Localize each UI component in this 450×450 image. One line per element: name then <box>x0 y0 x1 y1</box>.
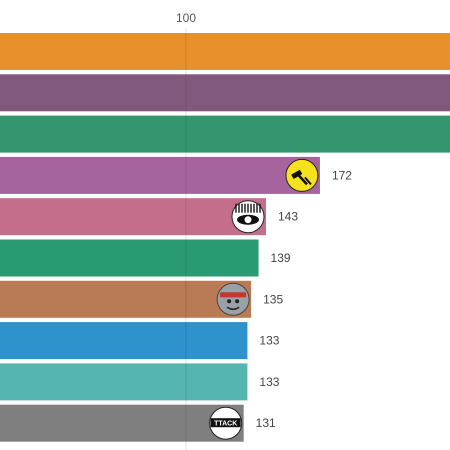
bar-7 <box>0 280 252 318</box>
value-label-5: 143 <box>278 210 298 224</box>
value-label-7: 135 <box>263 292 283 306</box>
warrior-logo-icon <box>216 282 250 316</box>
x-tick-label-100: 100 <box>176 11 196 25</box>
bar-2 <box>0 74 450 112</box>
bar-6 <box>0 239 259 277</box>
bar-10 <box>0 404 244 442</box>
bar-9 <box>0 363 248 401</box>
bar-3 <box>0 115 450 153</box>
label-layer: 172 143 139 135 133 133 131 <box>256 168 353 430</box>
value-label-4: 172 <box>332 168 352 182</box>
value-label-6: 139 <box>271 251 291 265</box>
tick-layer: 100 <box>176 11 196 25</box>
attack-logo-text: TTACK <box>214 421 237 428</box>
bar-1 <box>0 33 450 70</box>
hammer-logo-icon <box>285 158 319 192</box>
bar-5 <box>0 198 266 236</box>
bar-4 <box>0 156 320 194</box>
value-label-9: 133 <box>259 375 279 389</box>
value-label-10: 131 <box>256 416 276 430</box>
bars-layer <box>0 33 450 442</box>
attack-logo-icon: TTACK <box>209 406 243 440</box>
bar-8 <box>0 322 248 360</box>
eye-logo-icon <box>231 200 265 234</box>
logo-layer: TTACK <box>209 158 319 440</box>
value-label-8: 133 <box>259 334 279 348</box>
